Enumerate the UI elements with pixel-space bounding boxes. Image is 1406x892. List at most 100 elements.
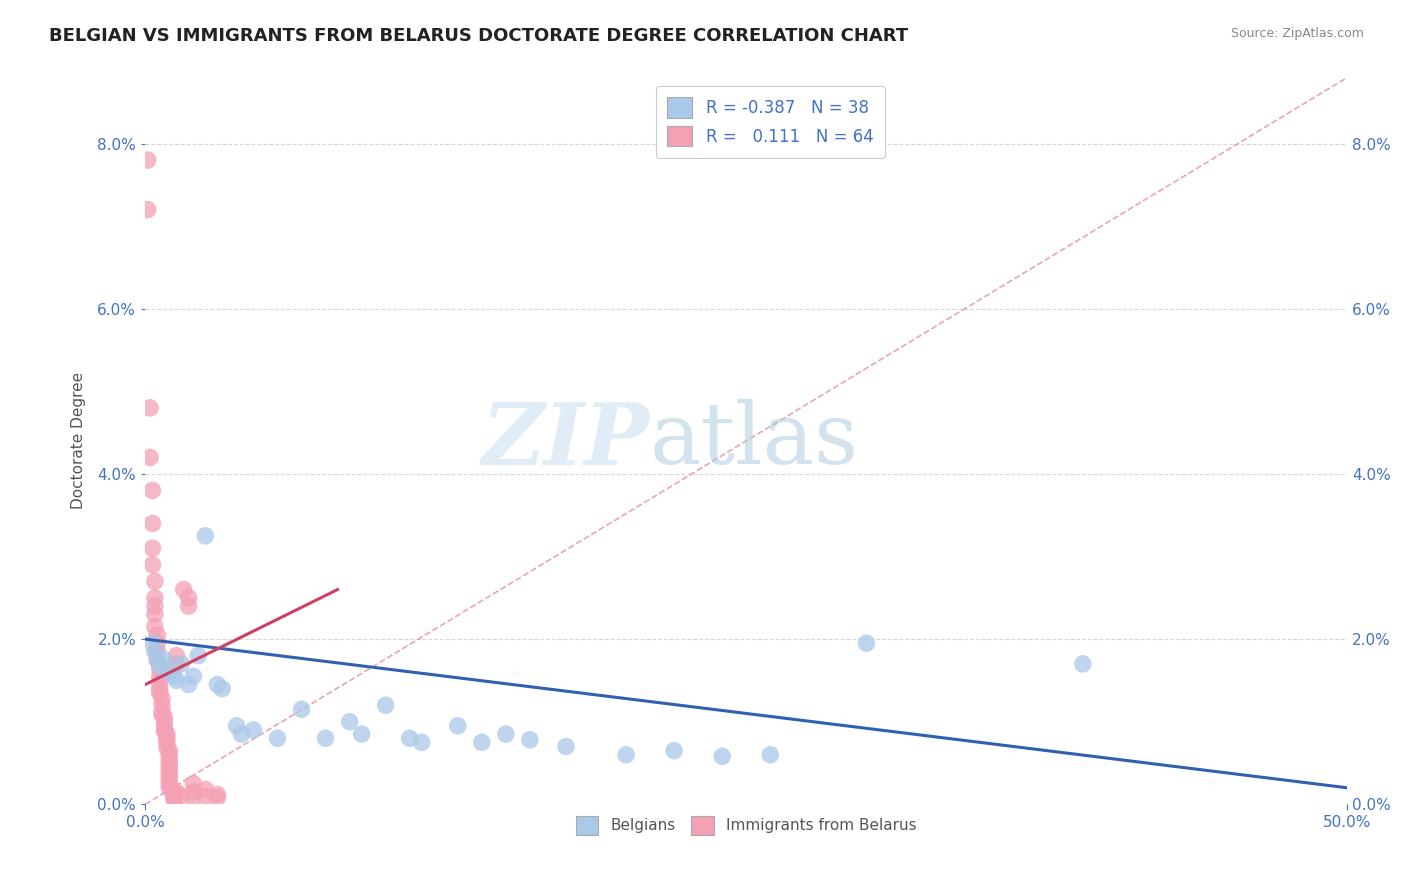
Point	[194, 529, 217, 543]
Point	[207, 790, 229, 805]
Point	[759, 747, 782, 762]
Point	[163, 790, 186, 805]
Point	[146, 628, 169, 642]
Point	[495, 727, 517, 741]
Point	[143, 574, 166, 589]
Point	[157, 756, 180, 770]
Point	[143, 599, 166, 613]
Point	[211, 681, 233, 696]
Point	[150, 691, 173, 706]
Point	[143, 620, 166, 634]
Point	[231, 727, 253, 741]
Point	[290, 702, 312, 716]
Text: atlas: atlas	[650, 400, 859, 483]
Point	[207, 677, 229, 691]
Point	[141, 636, 163, 650]
Point	[242, 723, 264, 737]
Point	[149, 657, 172, 671]
Point	[141, 558, 163, 572]
Point	[156, 735, 179, 749]
Point	[153, 653, 176, 667]
Point	[156, 741, 179, 756]
Y-axis label: Doctorate Degree: Doctorate Degree	[72, 372, 86, 509]
Point	[163, 789, 186, 803]
Point	[157, 744, 180, 758]
Point	[339, 714, 361, 729]
Text: Source: ZipAtlas.com: Source: ZipAtlas.com	[1230, 27, 1364, 40]
Point	[150, 708, 173, 723]
Point	[139, 401, 162, 415]
Point	[471, 735, 494, 749]
Point	[163, 785, 186, 799]
Point	[177, 599, 200, 613]
Point	[157, 764, 180, 779]
Point	[662, 744, 685, 758]
Point	[146, 636, 169, 650]
Point	[173, 582, 195, 597]
Point	[170, 657, 193, 671]
Point	[166, 657, 188, 671]
Point	[149, 681, 172, 696]
Point	[187, 648, 209, 663]
Point	[157, 777, 180, 791]
Point	[555, 739, 578, 754]
Point	[153, 722, 176, 736]
Point	[166, 673, 188, 688]
Point	[143, 591, 166, 605]
Point	[150, 705, 173, 719]
Point	[141, 541, 163, 556]
Point	[374, 698, 396, 713]
Point	[146, 644, 169, 658]
Point	[194, 789, 217, 803]
Point	[614, 747, 637, 762]
Point	[141, 516, 163, 531]
Point	[149, 675, 172, 690]
Point	[315, 731, 337, 746]
Point	[143, 644, 166, 658]
Point	[519, 732, 541, 747]
Point	[266, 731, 288, 746]
Point	[157, 747, 180, 762]
Point	[170, 789, 193, 803]
Point	[157, 760, 180, 774]
Point	[183, 785, 205, 799]
Text: ZIP: ZIP	[482, 399, 650, 483]
Point	[157, 665, 180, 680]
Point	[350, 727, 373, 741]
Text: BELGIAN VS IMMIGRANTS FROM BELARUS DOCTORATE DEGREE CORRELATION CHART: BELGIAN VS IMMIGRANTS FROM BELARUS DOCTO…	[49, 27, 908, 45]
Point	[711, 749, 734, 764]
Point	[153, 710, 176, 724]
Point	[146, 653, 169, 667]
Point	[855, 636, 877, 650]
Point	[163, 669, 186, 683]
Point	[157, 768, 180, 782]
Point	[207, 788, 229, 802]
Point	[153, 724, 176, 739]
Point	[157, 772, 180, 787]
Point	[149, 686, 172, 700]
Point	[183, 790, 205, 805]
Point	[166, 648, 188, 663]
Point	[149, 661, 172, 675]
Point	[177, 677, 200, 691]
Point	[183, 777, 205, 791]
Point	[157, 752, 180, 766]
Point	[156, 731, 179, 746]
Point	[146, 653, 169, 667]
Point	[143, 607, 166, 622]
Point	[398, 731, 420, 746]
Point	[157, 780, 180, 795]
Point	[447, 719, 470, 733]
Point	[139, 450, 162, 465]
Point	[194, 782, 217, 797]
Point	[183, 669, 205, 683]
Point	[149, 669, 172, 683]
Point	[160, 782, 183, 797]
Point	[136, 153, 159, 167]
Legend: Belgians, Immigrants from Belarus: Belgians, Immigrants from Belarus	[567, 807, 927, 844]
Point	[150, 661, 173, 675]
Point	[163, 788, 186, 802]
Point	[411, 735, 433, 749]
Point	[153, 716, 176, 731]
Point	[156, 727, 179, 741]
